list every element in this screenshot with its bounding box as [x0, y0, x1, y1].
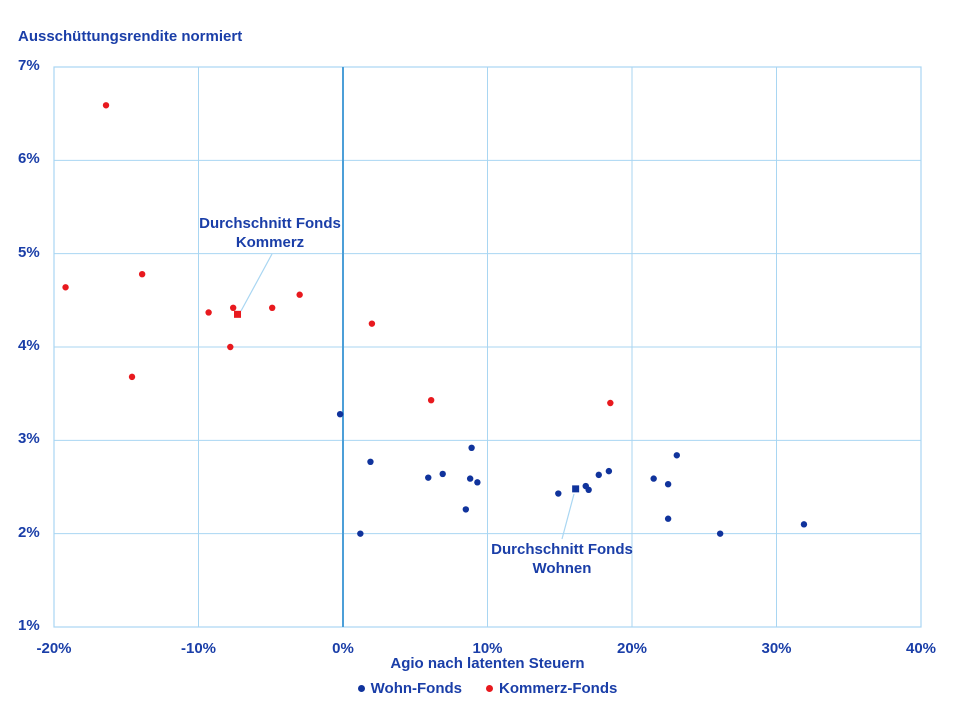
- wohn-fonds-point: [595, 471, 602, 479]
- wohn-fonds-point: [425, 474, 432, 481]
- wohn-fonds-point: [462, 506, 470, 513]
- kommerz-fonds-point: [227, 343, 234, 351]
- kommerz-fonds-dot-icon: [486, 685, 494, 692]
- kommerz-fonds-point: [102, 102, 110, 109]
- wohn-fonds-point: [474, 479, 481, 486]
- x-tick-label-0%: 0%: [332, 640, 354, 657]
- kommerz-fonds-point: [607, 399, 614, 407]
- y-tick-label-1%: 1%: [18, 617, 40, 634]
- leader-line-kommerz: [240, 253, 273, 312]
- legend-label-kommerz-fonds: Kommerz-Fonds: [499, 680, 618, 697]
- durchschnitt-fonds-kommerz-marker: [234, 310, 242, 318]
- wohn-fonds-point: [336, 411, 344, 418]
- annotation-durchschnitt-wohnen: Durchschnitt Fonds Wohnen: [491, 541, 633, 577]
- kommerz-fonds-point: [268, 304, 276, 311]
- y-axis-title: Ausschüttungsrendite normiert: [18, 28, 243, 45]
- x-tick-label-10%: 10%: [472, 640, 503, 657]
- kommerz-fonds-point: [368, 320, 376, 327]
- wohn-fonds-point: [555, 490, 562, 497]
- kommerz-fonds-point: [427, 397, 435, 404]
- x-tick-label-40%: 40%: [905, 640, 937, 657]
- kommerz-fonds-point: [296, 291, 303, 298]
- wohn-fonds-point: [585, 486, 592, 493]
- y-tick-label-2%: 2%: [18, 523, 40, 541]
- wohn-fonds-dot-icon: [357, 685, 365, 692]
- wohn-fonds-point: [605, 467, 613, 475]
- kommerz-fonds-point: [62, 284, 69, 291]
- leader-line-wohnen: [561, 493, 575, 540]
- durchschnitt-fonds-wohnen-marker: [572, 485, 580, 493]
- wohn-fonds-point: [357, 530, 364, 537]
- kommerz-fonds-point: [138, 271, 146, 278]
- wohn-fonds-point: [468, 444, 475, 451]
- y-tick-label-6%: 6%: [18, 150, 40, 168]
- wohn-fonds-point: [439, 470, 446, 478]
- legend-label-wohn-fonds: Wohn-Fonds: [370, 680, 463, 697]
- y-tick-label-5%: 5%: [18, 243, 40, 261]
- annotation-durchschnitt-kommerz: Durchschnitt Fonds Kommerz: [199, 215, 341, 251]
- wohn-fonds-point: [673, 452, 680, 459]
- x-tick-label--20%: -20%: [36, 640, 72, 657]
- legend-item-kommerz-fonds: Kommerz-Fonds: [486, 680, 617, 697]
- x-tick-label-30%: 30%: [761, 640, 792, 657]
- legend-item-wohn-fonds: Wohn-Fonds: [357, 680, 463, 697]
- x-tick-label--10%: -10%: [180, 640, 217, 657]
- kommerz-fonds-point: [128, 373, 136, 381]
- wohn-fonds-point: [664, 481, 672, 488]
- x-tick-label-20%: 20%: [616, 640, 648, 657]
- wohn-fonds-point: [466, 475, 474, 482]
- plot-border: [53, 66, 922, 628]
- wohn-fonds-point: [367, 458, 374, 465]
- wohn-fonds-point: [664, 515, 672, 522]
- wohn-fonds-point: [800, 521, 808, 528]
- kommerz-fonds-point: [205, 309, 212, 316]
- x-axis-title: Agio nach latenten Steuern: [390, 655, 585, 672]
- y-tick-label-7%: 7%: [18, 57, 40, 74]
- wohn-fonds-point: [650, 475, 657, 482]
- wohn-fonds-point: [716, 530, 724, 537]
- kommerz-fonds-point: [229, 304, 237, 311]
- legend: Wohn-Fonds Kommerz-Fonds: [54, 680, 921, 697]
- y-tick-label-4%: 4%: [18, 337, 40, 354]
- y-tick-label-3%: 3%: [18, 430, 40, 448]
